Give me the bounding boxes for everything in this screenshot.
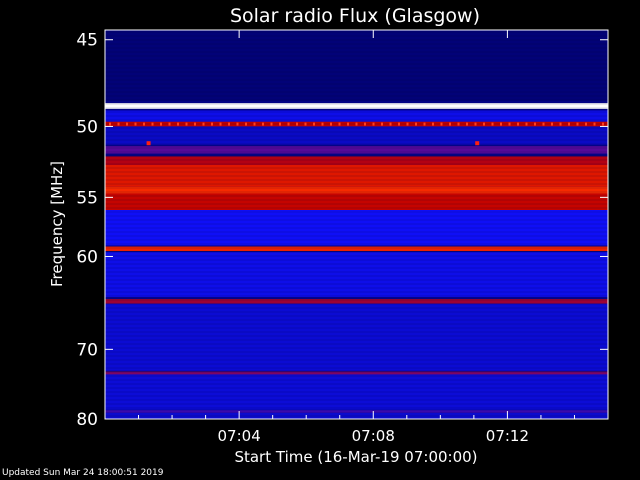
interference-dot — [542, 122, 545, 126]
y-tick-label-50: 50 — [76, 117, 98, 137]
frequency-band-11 — [105, 246, 608, 251]
interference-dot — [296, 122, 298, 126]
interference-dot — [525, 122, 528, 126]
frequency-band-9 — [105, 193, 608, 211]
interference-dot — [228, 122, 230, 126]
interference-dots — [109, 122, 604, 126]
interference-dot — [168, 122, 171, 126]
interference-dot — [381, 122, 383, 126]
x-axis: 07:04 07:08 07:12 — [138, 30, 575, 445]
interference-dot — [593, 122, 596, 126]
frequency-band-12 — [105, 252, 608, 298]
frequency-band-2 — [105, 110, 608, 122]
interference-dot — [202, 122, 205, 126]
interference-dot — [304, 122, 307, 126]
interference-dot — [364, 122, 366, 126]
interference-dot — [134, 122, 137, 126]
interference-dot — [406, 122, 409, 126]
interference-dot — [126, 122, 128, 126]
frequency-band-4 — [105, 126, 608, 145]
interference-dot — [432, 122, 434, 126]
frequency-band-15 — [105, 371, 608, 375]
y-axis: 45 50 55 60 70 80 — [76, 31, 608, 430]
interference-dot — [330, 122, 332, 126]
chart-title: Solar radio Flux (Glasgow) — [230, 5, 480, 27]
interference-dot — [389, 122, 392, 126]
interference-dot — [160, 122, 162, 126]
frequency-band-5 — [105, 146, 608, 154]
interference-dot — [117, 122, 120, 126]
x-tick-label-1: 07:08 — [352, 427, 395, 445]
interference-dot — [457, 122, 460, 126]
interference-dot — [185, 122, 188, 126]
plot-frame — [104, 29, 609, 420]
interference-dot — [551, 122, 553, 126]
interference-dot — [109, 122, 111, 126]
interference-dot — [355, 122, 358, 126]
interference-dot — [585, 122, 587, 126]
interference-dot — [151, 122, 154, 126]
interference-dot — [245, 122, 247, 126]
frequency-band-0 — [105, 30, 608, 101]
y-tick-label-45: 45 — [76, 31, 98, 51]
interference-dot — [253, 122, 256, 126]
interference-dot — [508, 122, 511, 126]
frequency-band-6 — [105, 156, 608, 165]
interference-dot — [517, 122, 519, 126]
frequency-band-7 — [105, 164, 608, 187]
y-tick-label-60: 60 — [76, 247, 98, 267]
burst-marker-0 — [146, 141, 151, 146]
frequency-band-17 — [105, 410, 608, 413]
updated-timestamp: Updated Sun Mar 24 18:00:51 2019 — [2, 468, 164, 478]
x-tick-label-2: 07:12 — [486, 427, 529, 445]
x-axis-label: Start Time (16-Mar-19 07:00:00) — [234, 448, 477, 466]
interference-dot — [270, 122, 273, 126]
interference-dot — [143, 122, 145, 126]
interference-dot — [423, 122, 426, 126]
x-tick-label-0: 07:04 — [218, 427, 261, 445]
interference-dot — [440, 122, 443, 126]
spectrogram-texture — [105, 31, 608, 417]
interference-dot — [602, 122, 604, 126]
interference-dot — [491, 122, 494, 126]
interference-dot — [211, 122, 213, 126]
interference-dot — [466, 122, 468, 126]
interference-dot — [313, 122, 315, 126]
interference-dot — [534, 122, 536, 126]
y-tick-label-80: 80 — [76, 410, 98, 430]
y-tick-label-55: 55 — [76, 188, 98, 208]
plot-area — [105, 30, 608, 419]
interference-dot — [194, 122, 196, 126]
interference-dot — [474, 122, 477, 126]
interference-dot — [568, 122, 570, 126]
interference-dot — [279, 122, 281, 126]
interference-dot — [500, 122, 502, 126]
burst-marker-1 — [475, 141, 480, 146]
interference-dot — [449, 122, 451, 126]
interference-dot — [262, 122, 264, 126]
interference-dot — [347, 122, 349, 126]
interference-dot — [177, 122, 179, 126]
interference-dot — [287, 122, 290, 126]
interference-dot — [236, 122, 239, 126]
frequency-band-1 — [105, 103, 608, 109]
interference-dot — [372, 122, 375, 126]
interference-dot — [219, 122, 222, 126]
y-tick-label-70: 70 — [76, 340, 98, 360]
frequency-band-10 — [105, 210, 608, 246]
frequency-band-14 — [105, 303, 608, 371]
frequency-band-13 — [105, 298, 608, 304]
interference-dot — [321, 122, 324, 126]
interference-dot — [576, 122, 579, 126]
interference-dot — [559, 122, 562, 126]
interference-dot — [338, 122, 341, 126]
frequency-band-16 — [105, 374, 608, 410]
interference-dot — [415, 122, 417, 126]
frequency-band-18 — [105, 412, 608, 419]
frequency-band-8 — [105, 186, 608, 194]
y-axis-label: Frequency [MHz] — [48, 161, 66, 287]
interference-dot — [483, 122, 485, 126]
interference-dot — [398, 122, 400, 126]
